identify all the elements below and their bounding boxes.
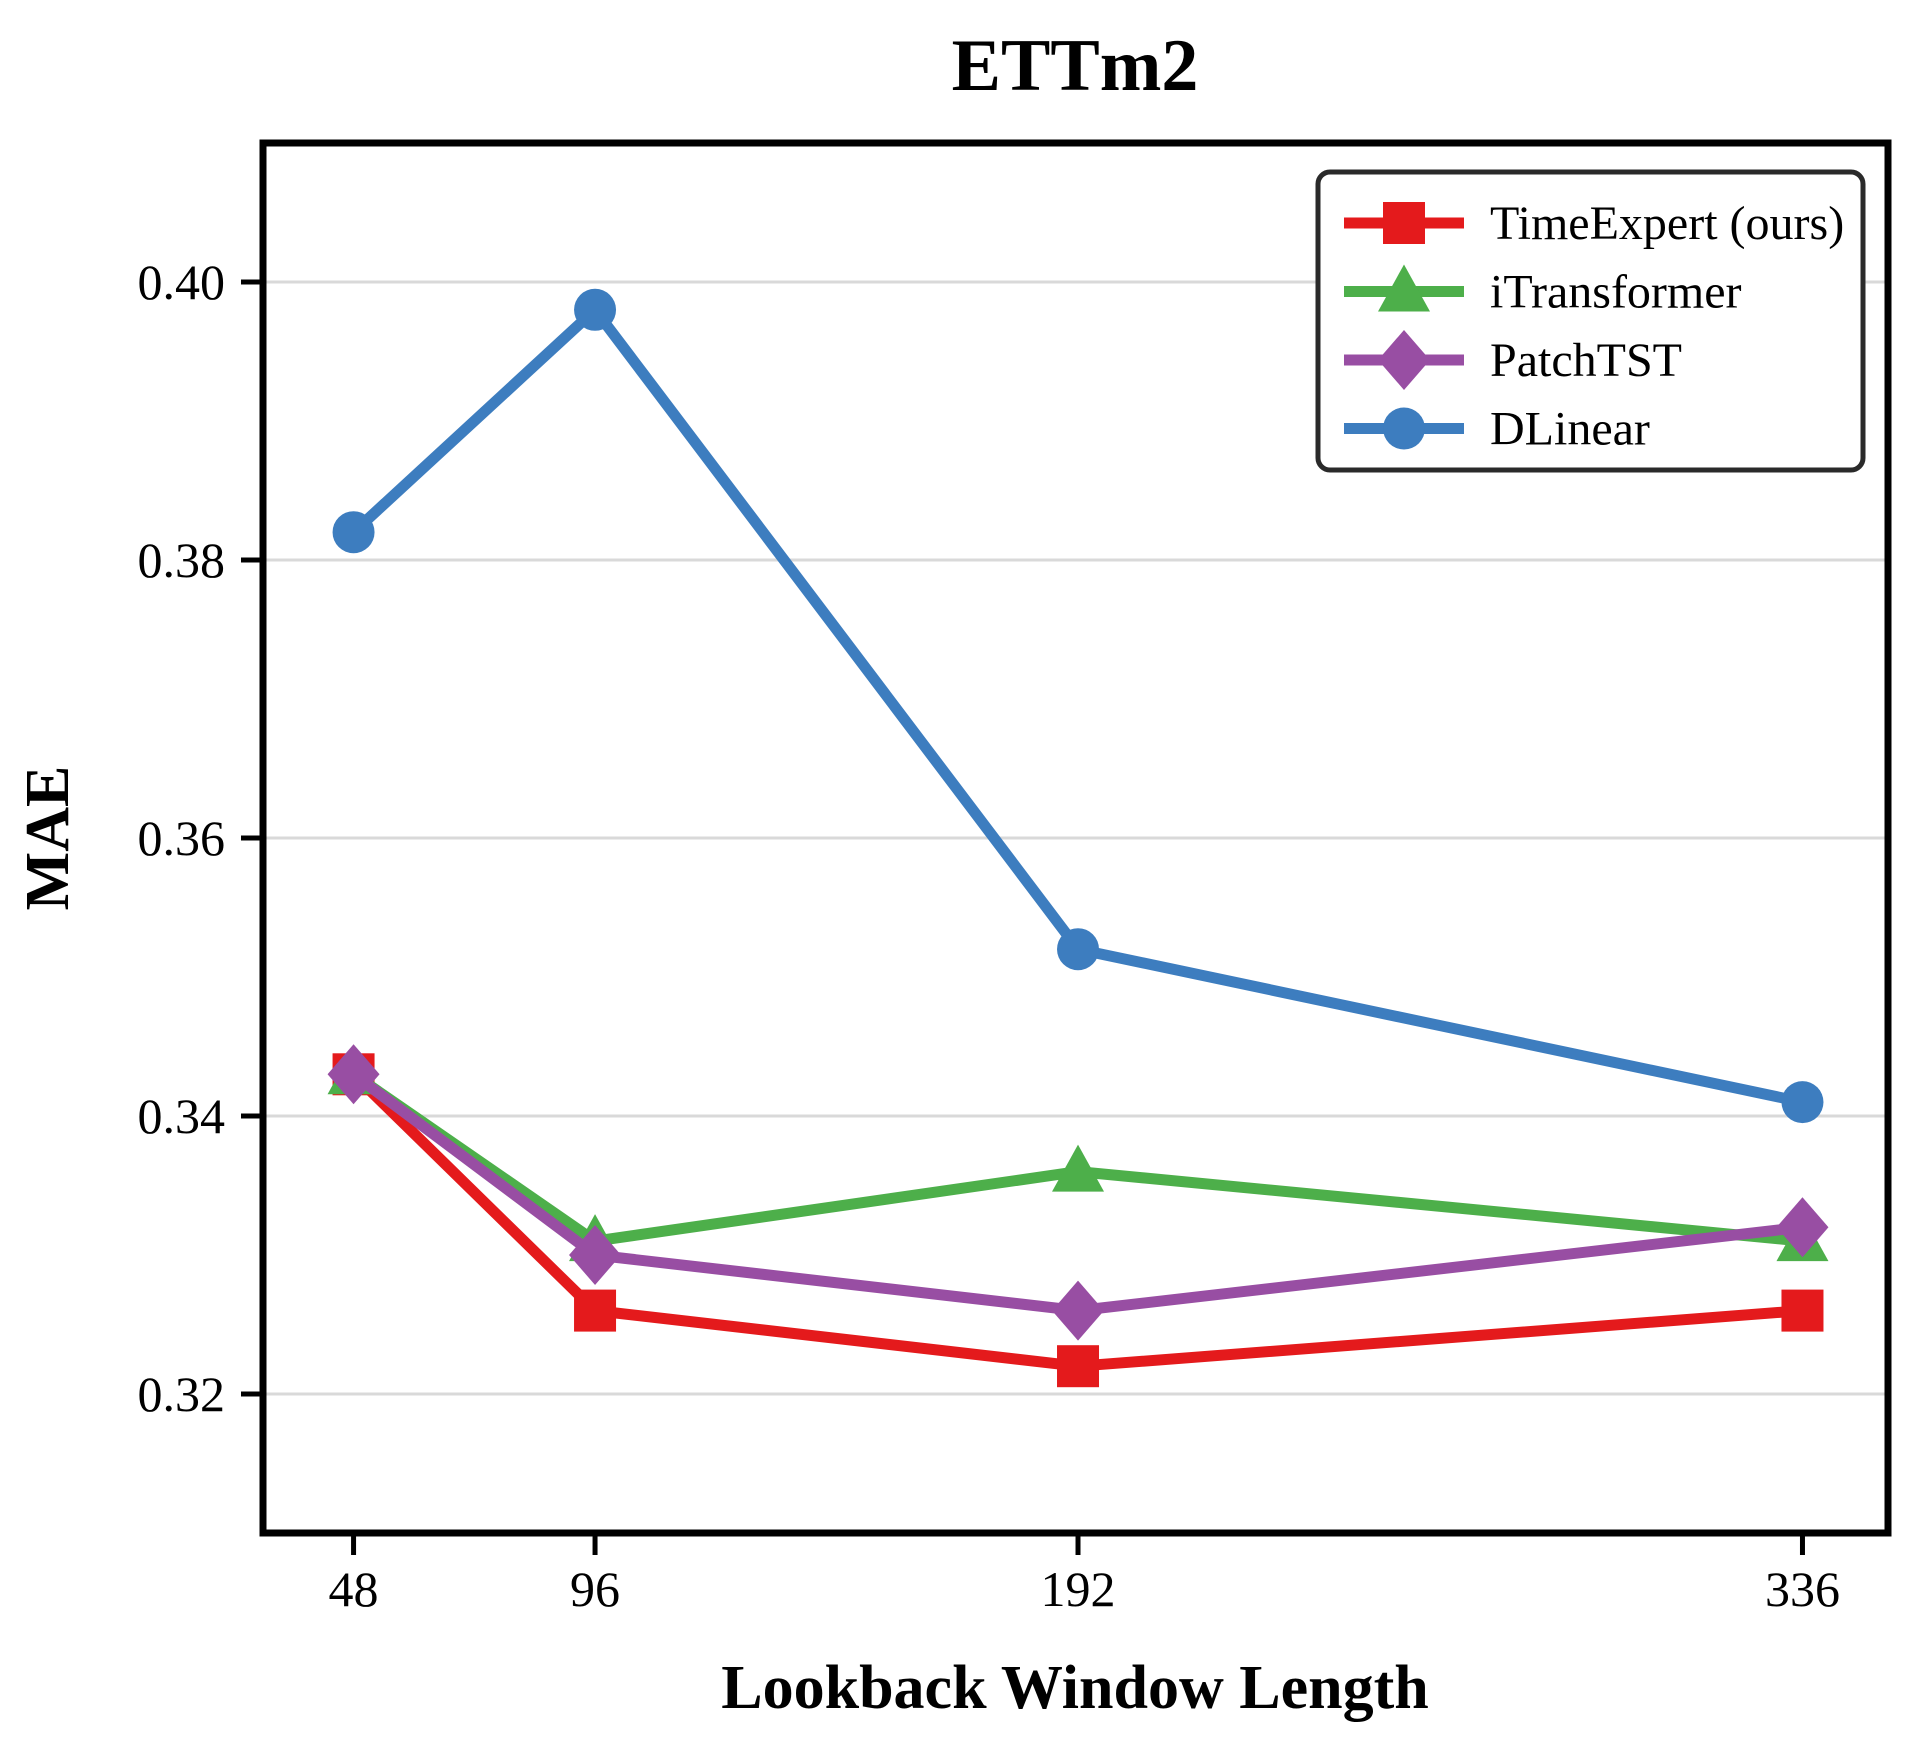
data-point-patchtst: [1052, 1280, 1105, 1341]
data-point-timeexpert-ours: [574, 1289, 617, 1332]
chart-title: ETTm2: [952, 25, 1199, 107]
data-point-dlinear: [1781, 1081, 1824, 1124]
series-line-dlinear: [348, 304, 1808, 1108]
y-tick-label: 0.38: [138, 532, 226, 588]
data-point-patchtst: [327, 1044, 380, 1105]
x-tick-label: 48: [329, 1561, 379, 1617]
legend-label-itransformer: iTransformer: [1490, 266, 1742, 319]
legend-marker-dlinear: [1383, 407, 1425, 450]
legend-marker-patchtst: [1378, 330, 1430, 390]
legend-box: [1315, 169, 1866, 473]
series-line-itransformer: [348, 1068, 1808, 1247]
y-tick-label: 0.32: [138, 1366, 226, 1422]
data-point-dlinear: [1057, 928, 1100, 971]
data-point-dlinear: [574, 288, 617, 331]
legend-marker-timeexpert-ours: [1383, 202, 1425, 244]
data-point-timeexpert-ours: [1781, 1289, 1824, 1332]
series-line-timeexpert-ours: [348, 1068, 1808, 1372]
data-point-itransformer: [1052, 1144, 1105, 1192]
tick-labels-layer: 0.40 0.38 0.36 0.34 0.32 48 96 192 336: [138, 254, 1840, 1617]
x-tick-label: 192: [1041, 1561, 1116, 1617]
data-point-patchtst: [569, 1225, 622, 1285]
x-tick-label: 96: [570, 1561, 620, 1617]
data-point-timeexpert-ours: [1057, 1345, 1100, 1388]
legend-label-dlinear: DLinear: [1490, 403, 1650, 456]
legend-label-timeexpert-ours: TimeExpert (ours): [1490, 197, 1844, 250]
y-tick-label: 0.36: [138, 810, 226, 866]
legend-layer: TimeExpert (ours) iTransformer PatchTST DLi…: [1315, 169, 1866, 473]
y-tick-label: 0.34: [138, 1088, 226, 1144]
x-tick-label: 336: [1765, 1561, 1840, 1617]
data-point-dlinear: [332, 511, 375, 554]
tick-marks-layer: [241, 279, 1805, 1555]
legend-marker-itransformer: [1378, 264, 1430, 312]
x-axis-label: Lookback Window Length: [721, 1654, 1429, 1722]
y-tick-label: 0.40: [138, 254, 226, 310]
y-axis-label: MAE: [14, 766, 82, 911]
series-line-patchtst: [348, 1068, 1808, 1317]
series-layer: [327, 288, 1829, 1388]
legend-label-patchtst: PatchTST: [1490, 334, 1682, 387]
data-point-patchtst: [1776, 1197, 1829, 1258]
